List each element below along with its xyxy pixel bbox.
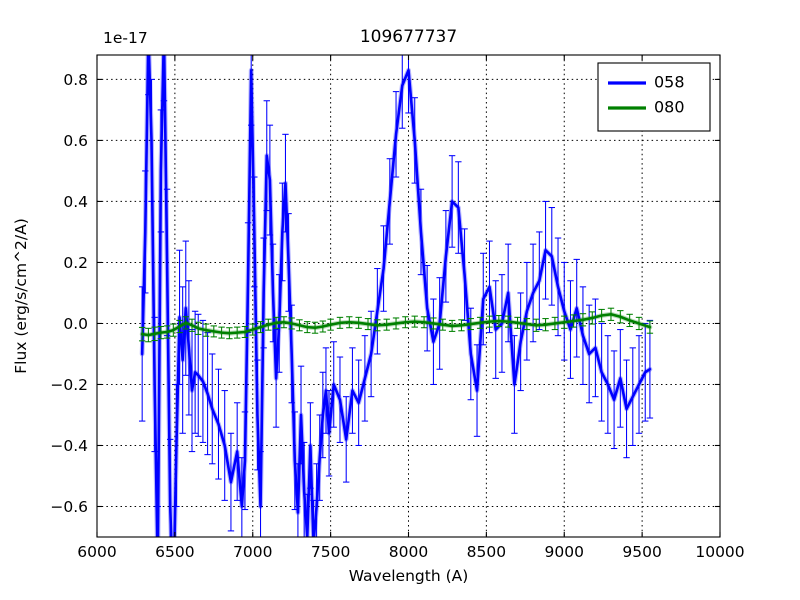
x-tick-label: 7000 [233, 543, 272, 561]
y-tick-label: 0.2 [63, 254, 88, 272]
x-tick-label: 9000 [545, 543, 584, 561]
y-tick-label: −0.6 [50, 498, 88, 516]
series-080 [138, 307, 654, 343]
legend-label-058: 058 [654, 73, 685, 92]
x-tick-label: 8000 [389, 543, 428, 561]
series-line-058 [140, 55, 652, 537]
x-tick-label: 10000 [695, 543, 744, 561]
x-axis-label: Wavelength (A) [349, 567, 469, 585]
legend-box [597, 62, 711, 132]
x-tick-label: 6500 [155, 543, 194, 561]
page-title: 109677737 [360, 27, 457, 47]
y-tick-label: 0.6 [63, 132, 88, 150]
y-axis-offset-label: 1e-17 [103, 29, 148, 47]
legend-label-080: 080 [654, 98, 685, 117]
y-axis-label: Flux (erg/s/cm^2/A) [12, 218, 30, 374]
y-tick-label: −0.2 [50, 376, 88, 394]
x-tick-label: 7500 [311, 543, 350, 561]
series-058 [138, 55, 654, 537]
x-tick-label: 8500 [467, 543, 506, 561]
legend-item-080[interactable]: 080 [608, 98, 685, 117]
y-tick-label: −0.4 [50, 437, 88, 455]
y-tick-label: 0.4 [63, 193, 88, 211]
data-layer [138, 55, 654, 537]
x-tick-label: 9500 [622, 543, 661, 561]
x-tick-label: 6000 [77, 543, 116, 561]
series-line-080 [140, 313, 652, 337]
ticks-layer: 6000 6500 7000 7500 8000 8500 9000 9500 10000 −0.… [50, 55, 745, 561]
legend-item-058[interactable]: 058 [608, 73, 685, 92]
y-tick-label: 0.0 [63, 315, 88, 333]
y-tick-label: 0.8 [63, 71, 88, 89]
